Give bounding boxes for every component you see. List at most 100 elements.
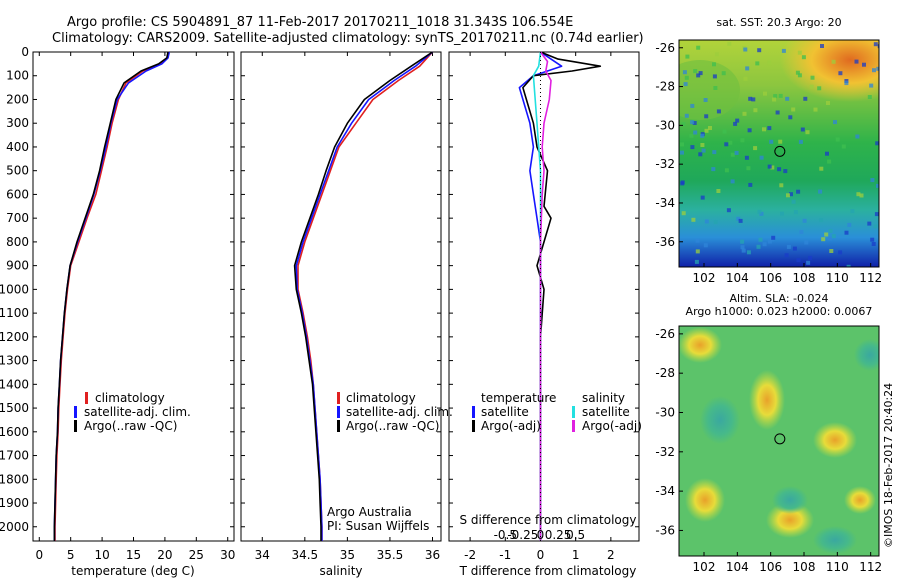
depth-tick-label: 200	[6, 92, 29, 106]
sst-pixel	[877, 44, 879, 49]
sst-pixel	[708, 126, 712, 130]
legend-swatch-s-satellite	[572, 406, 575, 418]
sst-pixel	[740, 138, 745, 143]
sst-pixel	[700, 143, 705, 147]
sst-pixel	[854, 59, 859, 64]
sst-pixel	[681, 122, 686, 126]
sst-pixel	[680, 150, 684, 155]
series-line-satellite	[295, 51, 434, 541]
sst-pixel	[862, 62, 866, 67]
sst-pixel	[690, 145, 695, 150]
x-tick-label: 35.5	[377, 548, 404, 562]
map-y-tick-label: -34	[655, 484, 675, 498]
series-line-argo	[53, 51, 169, 541]
map-x-tick-label: 102	[693, 271, 716, 285]
sst-pixel	[767, 239, 772, 244]
sst-pixel	[767, 164, 772, 169]
x-tick-label: 0	[537, 548, 545, 562]
sst-pixel	[759, 155, 764, 160]
sst-pixel	[743, 47, 748, 52]
sla-high-patch	[813, 422, 857, 458]
sst-speckles	[680, 41, 879, 267]
sst-pixel	[756, 244, 761, 249]
sst-pixel	[734, 150, 739, 155]
sst-pixel	[712, 74, 717, 79]
sst-pixel	[804, 240, 809, 245]
sst-pixel	[712, 150, 717, 155]
map-y-tick-label: -30	[655, 118, 675, 132]
depth-tick-label: 700	[6, 211, 29, 225]
sst-pixel	[835, 137, 840, 142]
sst-pixel	[778, 93, 783, 98]
sst-pixel	[793, 210, 798, 215]
legend-climatology-label: climatology	[346, 391, 416, 405]
legend-climatology-label: climatology	[95, 391, 165, 405]
sst-pixel	[757, 209, 762, 214]
s-tick-label: 0.25	[545, 528, 572, 542]
sst-pixel	[792, 246, 797, 251]
sst-pixel	[733, 121, 738, 126]
sst-pixel	[867, 95, 872, 99]
sst-pixel	[762, 127, 766, 132]
salinity-x-label: salinity	[319, 564, 362, 578]
sst-map-title: sat. SST: 20.3 Argo: 20	[716, 16, 841, 29]
sla-map-title: Altim. SLA: -0.024	[729, 292, 828, 305]
sst-pixel	[714, 52, 719, 57]
temperature-panel-frame	[32, 51, 235, 542]
sst-pixel	[844, 230, 849, 235]
sst-pixel	[855, 134, 860, 139]
t-difference-x-label: T difference from climatology	[459, 564, 637, 578]
sst-pixel	[786, 244, 791, 249]
sst-pixel	[691, 217, 696, 222]
depth-tick-label: 1500	[0, 401, 29, 415]
sst-pixel	[874, 212, 879, 217]
sst-pixel	[803, 96, 808, 101]
depth-tick-label: 2000	[0, 520, 29, 534]
sst-pixel	[817, 86, 822, 91]
legend-satellite-label: satellite-adj. clim.	[84, 405, 191, 419]
sst-pixel	[856, 192, 861, 197]
sst-pixel	[773, 94, 778, 99]
sst-pixel	[779, 183, 784, 188]
x-tick-label: 30	[220, 548, 235, 562]
depth-tick-label: 300	[6, 116, 29, 130]
sst-pixel	[698, 71, 703, 76]
sst-pixel	[784, 253, 789, 258]
legend-swatch-t-argo	[472, 420, 475, 432]
sst-pixel	[713, 86, 718, 90]
legend-swatch-satellite	[337, 406, 340, 418]
sst-pixel	[844, 79, 849, 83]
x-tick-label: 2	[607, 548, 615, 562]
sst-pixel	[813, 107, 818, 112]
map-x-tick-label: 112	[859, 271, 882, 285]
map-x-tick-label: 110	[826, 560, 849, 574]
sst-pixel	[724, 168, 729, 173]
sst-pixel	[876, 183, 879, 188]
s-tick-label: -0.5	[494, 528, 517, 542]
sla-high-patch	[685, 478, 725, 522]
map-y-tick-label: -32	[655, 445, 675, 459]
map-y-tick-label: -28	[655, 80, 675, 94]
sst-pixel	[703, 98, 708, 102]
sst-pixel	[704, 128, 709, 133]
series-line-sal_argo	[539, 51, 552, 541]
sst-pixel	[801, 55, 806, 60]
legend-satellite-label: satellite-adj. clim.	[346, 405, 453, 419]
sla-low-patch	[854, 339, 879, 371]
sst-pixel	[684, 75, 689, 80]
sst-pixel	[786, 193, 790, 198]
depth-tick-label: 1900	[0, 496, 29, 510]
sst-pixel	[690, 103, 695, 108]
legend-t-argo-label: Argo(-adj)	[481, 419, 541, 433]
map-y-tick-label: -34	[655, 196, 675, 210]
sst-pixel	[770, 165, 775, 170]
legend-t-satellite-label: satellite	[481, 405, 529, 419]
sst-pixel	[743, 76, 748, 81]
sla-high-patch	[679, 327, 722, 363]
sla-map-axes: 102 104 106 108 110 112 -26 -28 -30 -32 -34 -36	[655, 327, 882, 574]
sst-pixel	[767, 60, 772, 65]
sst-pixel	[682, 70, 687, 75]
sst-pixel	[684, 113, 689, 118]
sst-pixel	[821, 237, 826, 242]
header-line-2: Climatology: CARS2009. Satellite-adjuste…	[52, 31, 644, 46]
